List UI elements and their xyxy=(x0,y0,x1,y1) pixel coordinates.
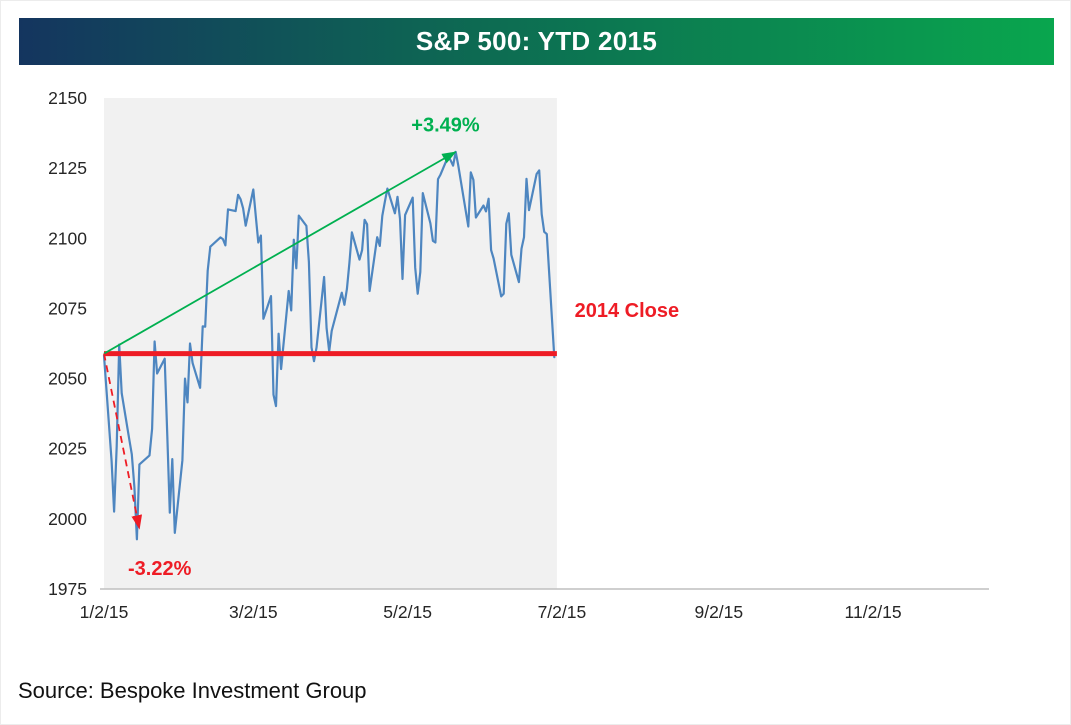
y-tick-label: 2025 xyxy=(48,439,87,459)
annotation-arrow xyxy=(103,151,457,355)
y-tick-label: 2075 xyxy=(48,298,87,318)
annotation-arrow xyxy=(103,353,143,530)
x-tick-label: 5/2/15 xyxy=(383,602,432,622)
y-tick-label: 2000 xyxy=(48,509,87,529)
annotation-label: +3.49% xyxy=(411,115,480,137)
chart-canvas: 1975 2000 2025 2050 2075 2100 2125 2150 1/2/15 3/… xyxy=(48,88,989,622)
reference-line-label: 2014 Close xyxy=(575,300,680,322)
x-tick-label: 9/2/15 xyxy=(694,602,743,622)
x-tick-label: 11/2/15 xyxy=(845,602,902,622)
y-tick-label: 2125 xyxy=(48,158,87,178)
chart-title-bar: S&P 500: YTD 2015 xyxy=(19,18,1054,65)
annotation-label: -3.22% xyxy=(128,558,192,580)
y-tick-label: 1975 xyxy=(48,579,87,599)
x-tick-label: 1/2/15 xyxy=(80,602,129,622)
y-tick-label: 2100 xyxy=(48,228,87,248)
y-tick-label: 2150 xyxy=(48,88,87,108)
source-text: Source: Bespoke Investment Group xyxy=(18,678,367,703)
y-tick-label: 2050 xyxy=(48,369,87,389)
x-tick-label: 7/2/15 xyxy=(538,602,587,622)
x-tick-label: 3/2/15 xyxy=(229,602,278,622)
chart-title: S&P 500: YTD 2015 xyxy=(415,26,658,56)
